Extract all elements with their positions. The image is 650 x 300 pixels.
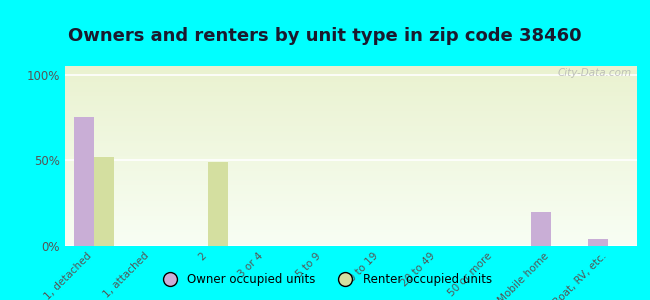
Bar xyxy=(588,239,608,246)
Bar xyxy=(94,157,114,246)
Text: Owners and renters by unit type in zip code 38460: Owners and renters by unit type in zip c… xyxy=(68,27,582,45)
Text: City-Data.com: City-Data.com xyxy=(557,68,631,78)
Bar xyxy=(208,162,228,246)
Bar xyxy=(531,212,551,246)
Legend: Owner occupied units, Renter occupied units: Owner occupied units, Renter occupied un… xyxy=(153,269,497,291)
Bar xyxy=(73,117,94,246)
